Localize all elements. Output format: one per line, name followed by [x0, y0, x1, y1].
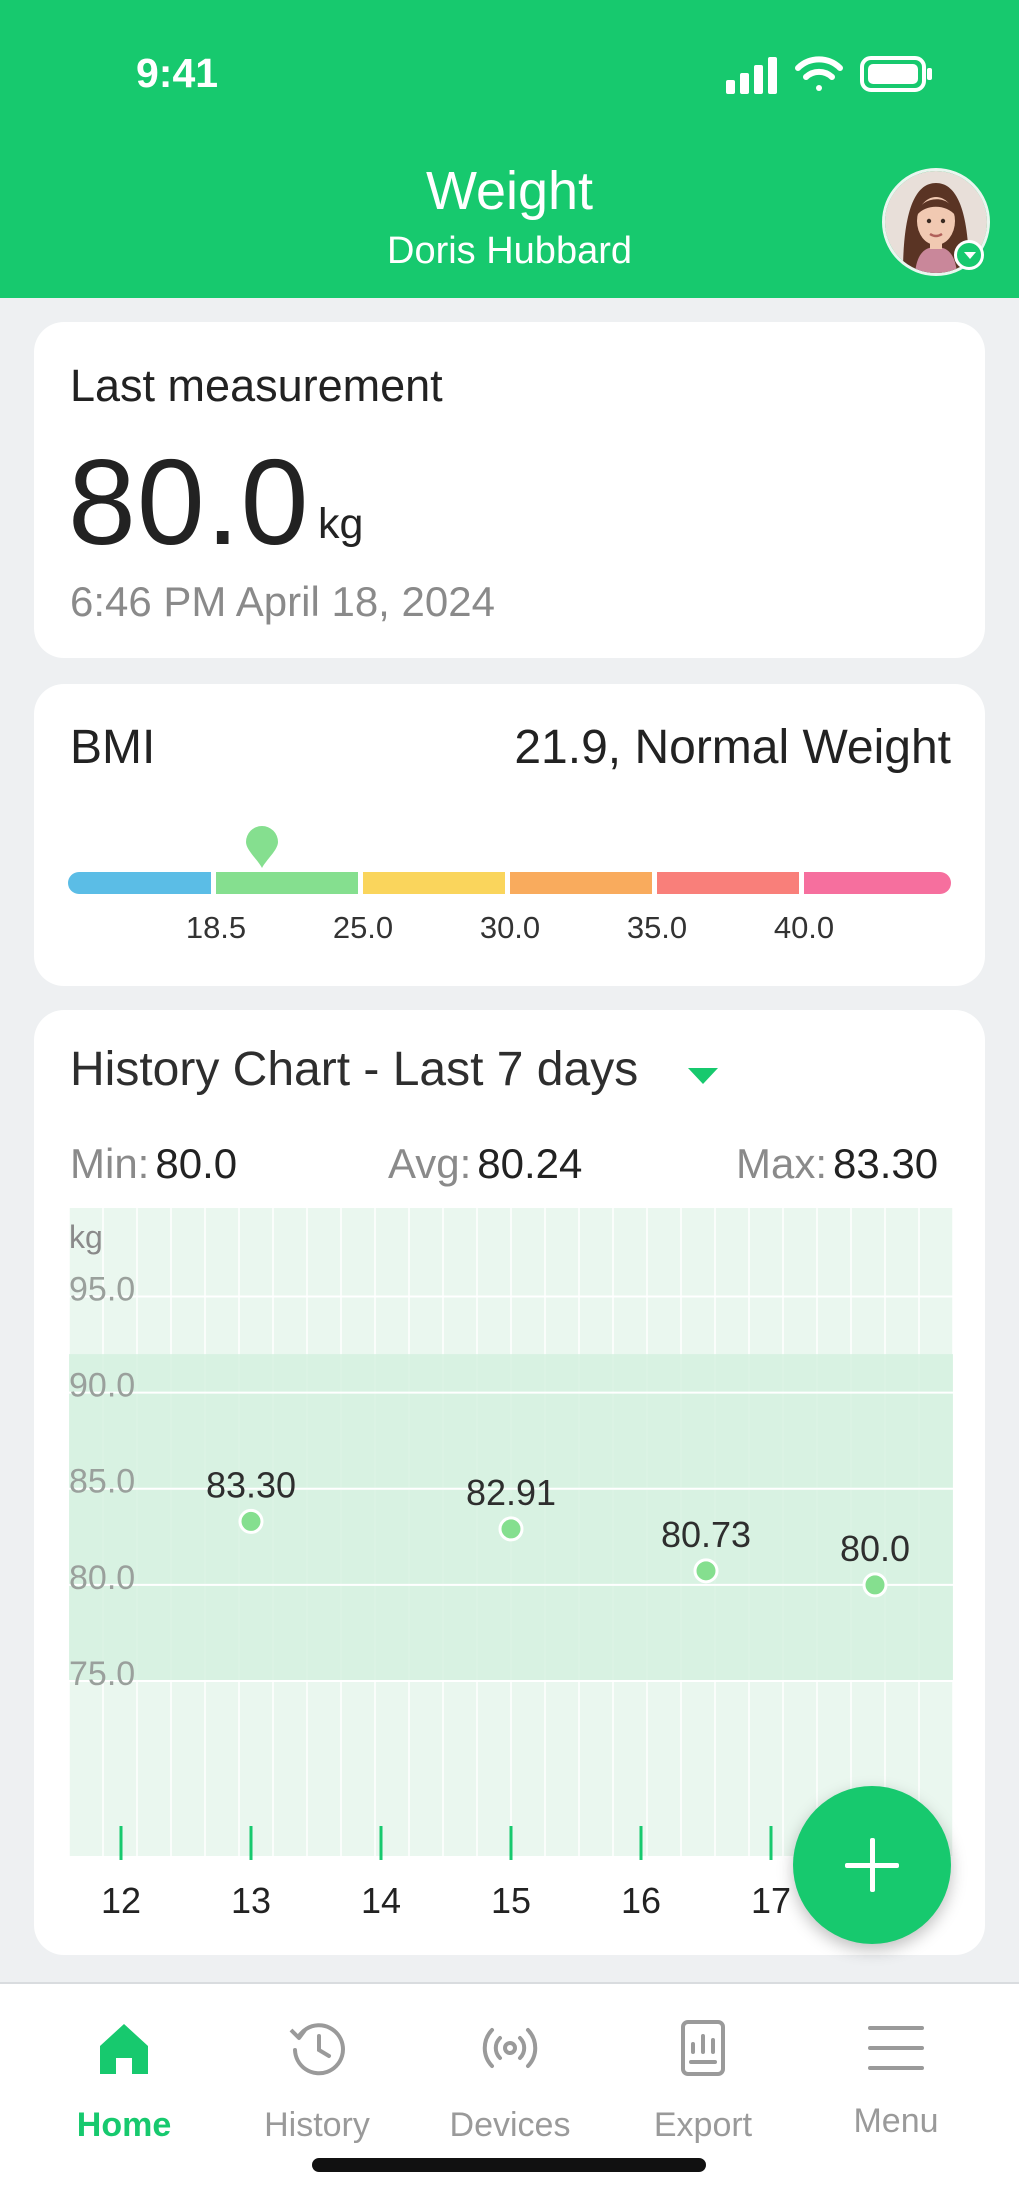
data-point — [238, 1508, 264, 1534]
stat-min-label: Min: — [70, 1140, 150, 1187]
x-tick-label: 15 — [490, 1880, 532, 1921]
bmi-segment-underweight — [68, 872, 211, 894]
x-tick-label: 16 — [620, 1880, 662, 1921]
home-icon — [100, 2024, 148, 2074]
stat-max: Max: 83.30 — [736, 1140, 938, 1188]
history-icon — [289, 2023, 345, 2076]
tab-home[interactable]: Home — [34, 1984, 214, 2154]
status-icons — [726, 56, 932, 94]
y-tick-label: 75.0 — [69, 1655, 135, 1693]
export-icon — [681, 2020, 725, 2076]
y-tick-label: 80.0 — [69, 1559, 135, 1597]
cellular-signal-icon — [726, 57, 777, 94]
bmi-segment-obese-1 — [510, 872, 652, 894]
x-tick-label: 12 — [100, 1880, 142, 1921]
stat-avg: Avg: 80.24 — [388, 1140, 582, 1188]
last-measurement-card: Last measurement 80.0 kg 6:46 PM April 1… — [34, 322, 985, 658]
tab-export-label: Export — [653, 2106, 753, 2144]
tab-history[interactable]: History — [227, 1984, 407, 2154]
menu-icon — [868, 2026, 924, 2070]
bmi-threshold-label: 35.0 — [626, 910, 688, 945]
bmi-segment-obese-3 — [804, 872, 951, 894]
y-tick-label: 95.0 — [69, 1270, 135, 1308]
bmi-segment-overweight — [363, 872, 505, 894]
tab-export[interactable]: Export — [613, 1984, 793, 2154]
data-point-label: 82.91 — [466, 1472, 556, 1513]
battery-icon — [860, 56, 932, 92]
wifi-icon — [795, 56, 843, 91]
bmi-threshold-label: 18.5 — [185, 910, 247, 945]
bmi-threshold-label: 25.0 — [332, 910, 394, 945]
user-name: Doris Hubbard — [387, 230, 632, 272]
last-measurement-label: Last measurement — [70, 360, 443, 411]
tab-devices-label: Devices — [449, 2106, 571, 2144]
stat-max-label: Max: — [736, 1140, 828, 1187]
tab-menu[interactable]: Menu — [806, 1984, 986, 2154]
history-chart-title[interactable]: History Chart - Last 7 days — [70, 1043, 639, 1096]
x-tick-label: 14 — [360, 1880, 402, 1921]
data-point — [862, 1572, 888, 1598]
data-point-label: 80.73 — [661, 1514, 751, 1555]
data-point-label: 83.30 — [206, 1464, 296, 1505]
x-tick-label: 17 — [750, 1880, 792, 1921]
bmi-threshold-label: 40.0 — [773, 910, 835, 945]
bmi-value: 21.9, Normal Weight — [514, 721, 951, 774]
tab-history-label: History — [264, 2106, 370, 2144]
stat-min: Min: 80.0 — [70, 1140, 237, 1188]
last-measurement-value: 80.0 — [68, 434, 310, 570]
home-indicator — [312, 2158, 706, 2172]
last-measurement-time: 6:46 PM April 18, 2024 — [70, 578, 495, 625]
status-time: 9:41 — [136, 50, 219, 96]
stat-min-value: 80.0 — [155, 1140, 238, 1187]
y-tick-label: 90.0 — [69, 1367, 135, 1405]
tab-home-label: Home — [76, 2106, 172, 2144]
data-point — [693, 1558, 719, 1584]
bmi-scale-bar — [68, 872, 951, 894]
bmi-label: BMI — [70, 721, 156, 774]
bmi-segment-normal — [216, 872, 358, 894]
bmi-card: BMI 21.9, Normal Weight 18.5 25.0 30.0 3… — [34, 684, 985, 986]
y-tick-label: 85.0 — [69, 1463, 135, 1501]
data-point-label: 80.0 — [840, 1528, 910, 1569]
tab-menu-label: Menu — [853, 2102, 939, 2140]
data-point — [498, 1516, 524, 1542]
history-chart: 95.0 90.0 85.0 80.0 75.0 kg 83.30 82.91 80.73 80.… — [69, 1208, 953, 1860]
stat-max-value: 83.30 — [833, 1140, 939, 1187]
history-chart-card: History Chart - Last 7 days Min: 80.0 Avg… — [34, 1010, 985, 1955]
tab-devices[interactable]: Devices — [420, 1984, 600, 2154]
page-title: Weight — [425, 161, 594, 221]
tab-bar: Home History Devices Export Menu — [0, 1982, 1019, 2202]
devices-icon — [482, 2028, 538, 2068]
stat-avg-label: Avg: — [388, 1140, 472, 1187]
add-measurement-button[interactable] — [793, 1786, 951, 1944]
last-measurement-unit: kg — [318, 500, 364, 548]
app-header: 9:41 Weight Doris Hubbard — [0, 0, 1019, 298]
y-axis-unit-label: kg — [69, 1219, 103, 1255]
bmi-marker-icon — [246, 826, 278, 868]
bmi-threshold-label: 30.0 — [479, 910, 541, 945]
chevron-down-icon[interactable] — [688, 1068, 718, 1084]
x-tick-label: 13 — [230, 1880, 272, 1921]
stat-avg-value: 80.24 — [477, 1140, 583, 1187]
chevron-down-icon[interactable] — [954, 240, 984, 270]
bmi-segment-obese-2 — [657, 872, 799, 894]
